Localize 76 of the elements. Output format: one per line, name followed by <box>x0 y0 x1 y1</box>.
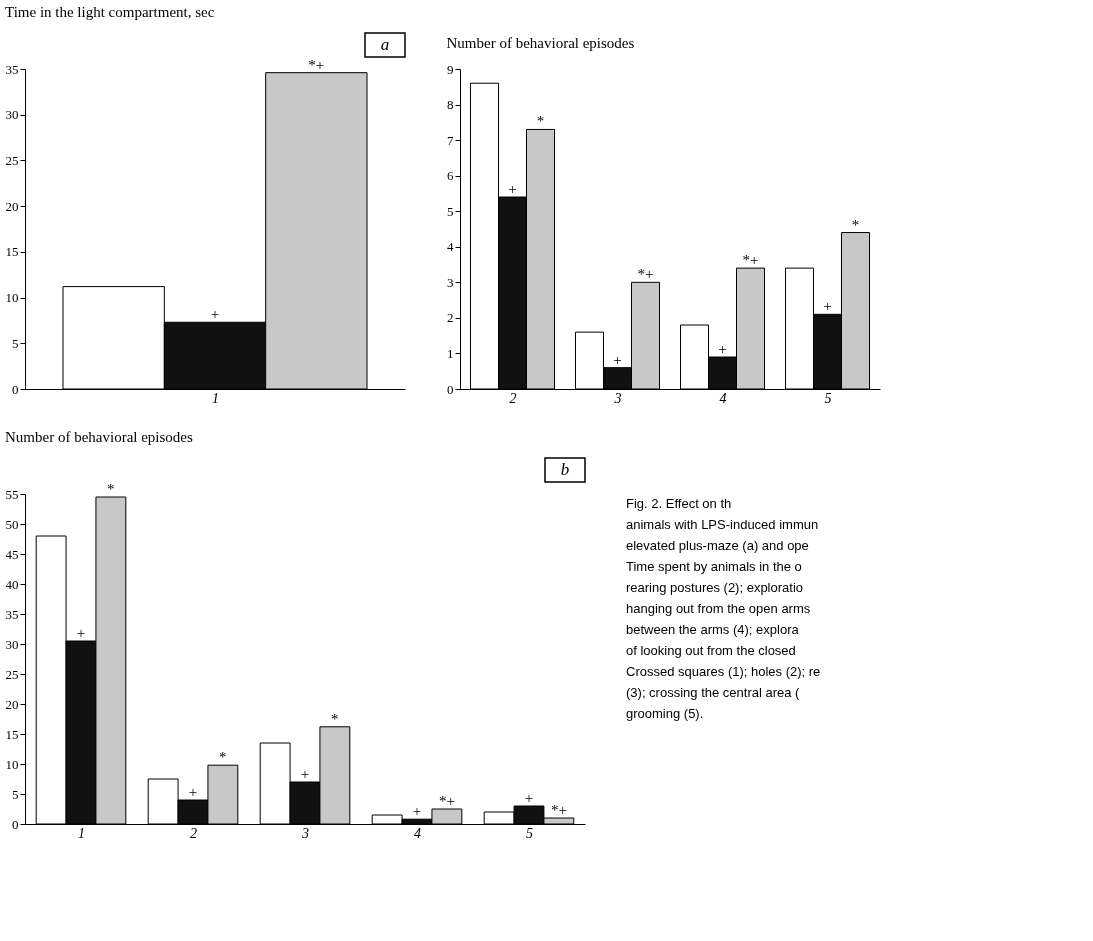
data-label: + <box>210 306 220 323</box>
x-tick-label: 1 <box>212 390 219 406</box>
data-label: *+ <box>742 252 759 269</box>
data-label: *+ <box>550 802 567 818</box>
y-tick-label: 50 <box>5 516 19 532</box>
text: of looking out from the closed <box>626 642 796 658</box>
y-tick-label: 8 <box>447 97 454 113</box>
data-label: * <box>107 481 115 497</box>
data-label: + <box>300 766 310 782</box>
y-axis-title: Number of behavioral episodes <box>446 35 635 51</box>
text: b <box>560 460 570 479</box>
x-tick-label: 1 <box>78 825 85 841</box>
y-tick-label: 6 <box>447 168 454 184</box>
data-label: *+ <box>438 793 455 809</box>
text: rearing postures (2); exploratio <box>626 580 804 596</box>
x-tick-label: 2 <box>190 825 197 841</box>
y-axis-title: Number of behavioral episodes <box>5 429 194 446</box>
y-tick-label: 7 <box>447 132 454 148</box>
text: between the arms (4); explora <box>626 621 800 637</box>
y-tick-label: 15 <box>5 726 19 742</box>
x-tick-label: 2 <box>509 390 517 406</box>
text: Time spent by animals in the o <box>626 559 802 575</box>
y-tick-label: 4 <box>447 239 454 255</box>
y-tick-label: 9 <box>447 61 454 77</box>
y-tick-label: 10 <box>5 756 19 772</box>
text: grooming (5). <box>626 705 704 721</box>
data-label: + <box>524 790 534 806</box>
y-tick-label: 0 <box>447 381 454 397</box>
x-tick-label: 3 <box>301 825 309 841</box>
text: (3); crossing the central area ( <box>626 684 801 700</box>
data-label: * <box>851 216 860 233</box>
y-tick-label: 2 <box>447 310 454 326</box>
x-tick-label: 5 <box>824 390 832 406</box>
data-label: + <box>412 803 422 820</box>
data-label: + <box>823 298 832 315</box>
data-label: + <box>188 784 198 800</box>
data-label: *+ <box>637 266 654 283</box>
y-tick-label: 20 <box>5 198 19 214</box>
text: elevated plus-maze (a) and ope <box>626 538 809 554</box>
text: hanging out from the open arms <box>626 601 811 616</box>
y-tick-label: 5 <box>12 335 19 351</box>
y-tick-label: 5 <box>447 203 454 219</box>
y-tick-label: 45 <box>5 546 19 562</box>
y-tick-label: 55 <box>5 486 19 502</box>
y-tick-label: 25 <box>5 666 19 682</box>
data-label: *+ <box>308 56 325 73</box>
y-tick-label: 0 <box>12 381 19 397</box>
x-tick-label: 4 <box>719 390 727 406</box>
text: animals with LPS-induced immun <box>626 517 819 533</box>
y-tick-label: 30 <box>5 107 19 123</box>
x-tick-label: 3 <box>613 390 622 406</box>
y-axis-title: Time in the light compartment, sec <box>5 4 215 21</box>
data-label: + <box>76 625 86 641</box>
y-tick-label: 40 <box>5 576 19 592</box>
y-tick-label: 35 <box>5 606 19 622</box>
data-label: + <box>718 341 727 357</box>
data-label: * <box>331 710 339 727</box>
y-tick-label: 30 <box>5 636 19 652</box>
data-label: + <box>613 351 622 368</box>
y-tick-label: 1 <box>447 345 454 361</box>
x-tick-label: 5 <box>526 825 533 841</box>
y-tick-label: 35 <box>5 61 19 77</box>
y-tick-label: 5 <box>12 786 19 802</box>
y-tick-label: 0 <box>12 816 19 832</box>
text: Crossed squares (1); holes (2); re <box>626 663 821 679</box>
x-tick-label: 4 <box>414 825 421 841</box>
y-tick-label: 3 <box>447 274 454 290</box>
text: a <box>380 35 390 54</box>
data-label: * <box>536 113 545 130</box>
data-label: + <box>508 181 517 197</box>
caption: Fig. 2. Effect on th <box>626 496 732 512</box>
y-tick-label: 25 <box>5 152 19 168</box>
y-tick-label: 10 <box>5 290 19 306</box>
data-label: * <box>219 749 227 766</box>
y-tick-label: 15 <box>5 244 19 260</box>
y-tick-label: 20 <box>5 696 19 712</box>
